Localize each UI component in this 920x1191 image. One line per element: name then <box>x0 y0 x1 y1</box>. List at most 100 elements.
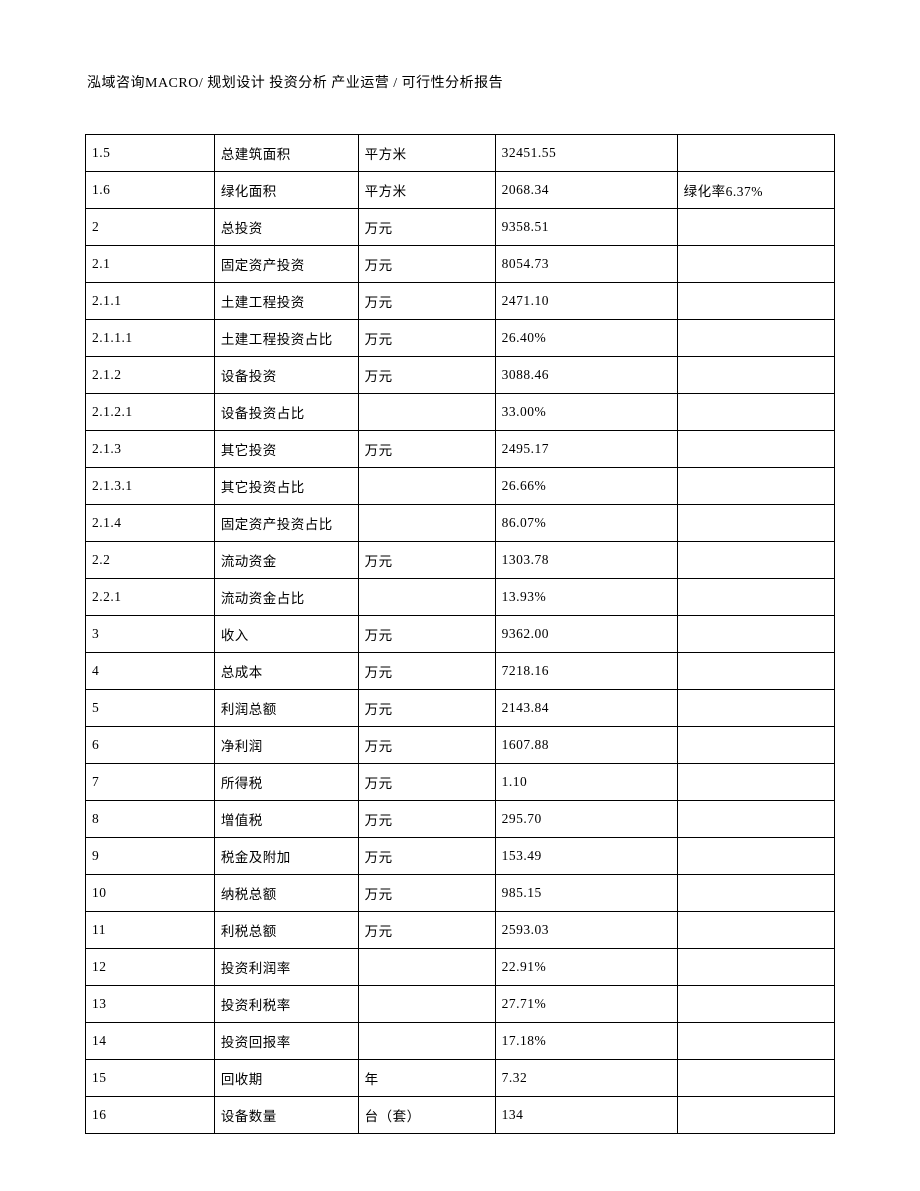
table-cell: 万元 <box>358 616 495 653</box>
table-cell: 7 <box>86 764 215 801</box>
table-cell <box>677 542 834 579</box>
table-cell: 流动资金 <box>214 542 358 579</box>
table-cell: 32451.55 <box>495 135 677 172</box>
table-row: 2.1.1.1土建工程投资占比万元26.40% <box>86 320 835 357</box>
table-cell: 流动资金占比 <box>214 579 358 616</box>
table-cell: 2.2 <box>86 542 215 579</box>
table-cell: 年 <box>358 1060 495 1097</box>
table-cell <box>677 764 834 801</box>
table-cell: 土建工程投资占比 <box>214 320 358 357</box>
table-cell: 2.1.3.1 <box>86 468 215 505</box>
table-row: 2.1固定资产投资万元8054.73 <box>86 246 835 283</box>
table-cell: 13.93% <box>495 579 677 616</box>
table-cell <box>358 579 495 616</box>
table-cell: 8 <box>86 801 215 838</box>
table-cell: 26.40% <box>495 320 677 357</box>
table-cell <box>677 838 834 875</box>
table-cell: 纳税总额 <box>214 875 358 912</box>
table-cell: 2.1.2 <box>86 357 215 394</box>
table-row: 4总成本万元7218.16 <box>86 653 835 690</box>
table-cell: 2593.03 <box>495 912 677 949</box>
table-cell: 11 <box>86 912 215 949</box>
table-cell <box>358 505 495 542</box>
table-cell <box>677 394 834 431</box>
table-cell: 其它投资 <box>214 431 358 468</box>
table-row: 2总投资万元9358.51 <box>86 209 835 246</box>
table-cell: 134 <box>495 1097 677 1134</box>
table-cell: 5 <box>86 690 215 727</box>
table-cell <box>677 320 834 357</box>
table-cell: 土建工程投资 <box>214 283 358 320</box>
table-cell: 3 <box>86 616 215 653</box>
table-cell: 13 <box>86 986 215 1023</box>
table-cell: 万元 <box>358 764 495 801</box>
table-cell <box>677 505 834 542</box>
table-cell: 2068.34 <box>495 172 677 209</box>
table-cell: 万元 <box>358 912 495 949</box>
table-cell: 设备投资 <box>214 357 358 394</box>
table-cell <box>677 135 834 172</box>
table-cell: 9358.51 <box>495 209 677 246</box>
table-cell <box>677 616 834 653</box>
table-cell: 回收期 <box>214 1060 358 1097</box>
table-cell: 净利润 <box>214 727 358 764</box>
table-cell <box>358 394 495 431</box>
table-cell: 利税总额 <box>214 912 358 949</box>
table-row: 2.1.2设备投资万元3088.46 <box>86 357 835 394</box>
table-cell: 所得税 <box>214 764 358 801</box>
table-cell: 86.07% <box>495 505 677 542</box>
table-cell: 26.66% <box>495 468 677 505</box>
table-row: 3收入万元9362.00 <box>86 616 835 653</box>
table-cell: 2.1 <box>86 246 215 283</box>
table-cell: 万元 <box>358 727 495 764</box>
table-cell: 14 <box>86 1023 215 1060</box>
table-row: 2.1.3其它投资万元2495.17 <box>86 431 835 468</box>
table-cell: 4 <box>86 653 215 690</box>
table-row: 2.1.1土建工程投资万元2471.10 <box>86 283 835 320</box>
table-cell: 2.1.1.1 <box>86 320 215 357</box>
table-cell: 10 <box>86 875 215 912</box>
table-cell: 万元 <box>358 801 495 838</box>
table-row: 9税金及附加万元153.49 <box>86 838 835 875</box>
table-cell: 153.49 <box>495 838 677 875</box>
table-cell: 万元 <box>358 283 495 320</box>
table-cell: 16 <box>86 1097 215 1134</box>
table-cell: 其它投资占比 <box>214 468 358 505</box>
table-cell: 3088.46 <box>495 357 677 394</box>
table-cell: 9 <box>86 838 215 875</box>
table-cell: 2471.10 <box>495 283 677 320</box>
table-cell <box>677 246 834 283</box>
table-row: 2.1.4固定资产投资占比86.07% <box>86 505 835 542</box>
table-cell: 17.18% <box>495 1023 677 1060</box>
table-cell: 万元 <box>358 246 495 283</box>
table-row: 1.5总建筑面积平方米32451.55 <box>86 135 835 172</box>
table-cell: 2.1.4 <box>86 505 215 542</box>
table-cell: 设备数量 <box>214 1097 358 1134</box>
table-cell: 2143.84 <box>495 690 677 727</box>
table-cell: 295.70 <box>495 801 677 838</box>
table-cell <box>677 1023 834 1060</box>
table-cell: 万元 <box>358 838 495 875</box>
table-cell: 万元 <box>358 357 495 394</box>
table-row: 15回收期年7.32 <box>86 1060 835 1097</box>
table-cell <box>677 1060 834 1097</box>
table-cell <box>677 690 834 727</box>
table-cell <box>677 579 834 616</box>
table-cell: 税金及附加 <box>214 838 358 875</box>
table-row: 2.2流动资金万元1303.78 <box>86 542 835 579</box>
table-cell: 收入 <box>214 616 358 653</box>
table-row: 1.6绿化面积平方米2068.34绿化率6.37% <box>86 172 835 209</box>
table-row: 6净利润万元1607.88 <box>86 727 835 764</box>
table-cell: 1303.78 <box>495 542 677 579</box>
table-cell: 总建筑面积 <box>214 135 358 172</box>
table-row: 7所得税万元1.10 <box>86 764 835 801</box>
table-cell: 利润总额 <box>214 690 358 727</box>
table-cell <box>677 801 834 838</box>
table-row: 11利税总额万元2593.03 <box>86 912 835 949</box>
table-cell: 固定资产投资 <box>214 246 358 283</box>
table-cell: 绿化率6.37% <box>677 172 834 209</box>
table-row: 2.2.1流动资金占比13.93% <box>86 579 835 616</box>
table-row: 14投资回报率17.18% <box>86 1023 835 1060</box>
table-cell: 万元 <box>358 209 495 246</box>
table-cell: 平方米 <box>358 135 495 172</box>
